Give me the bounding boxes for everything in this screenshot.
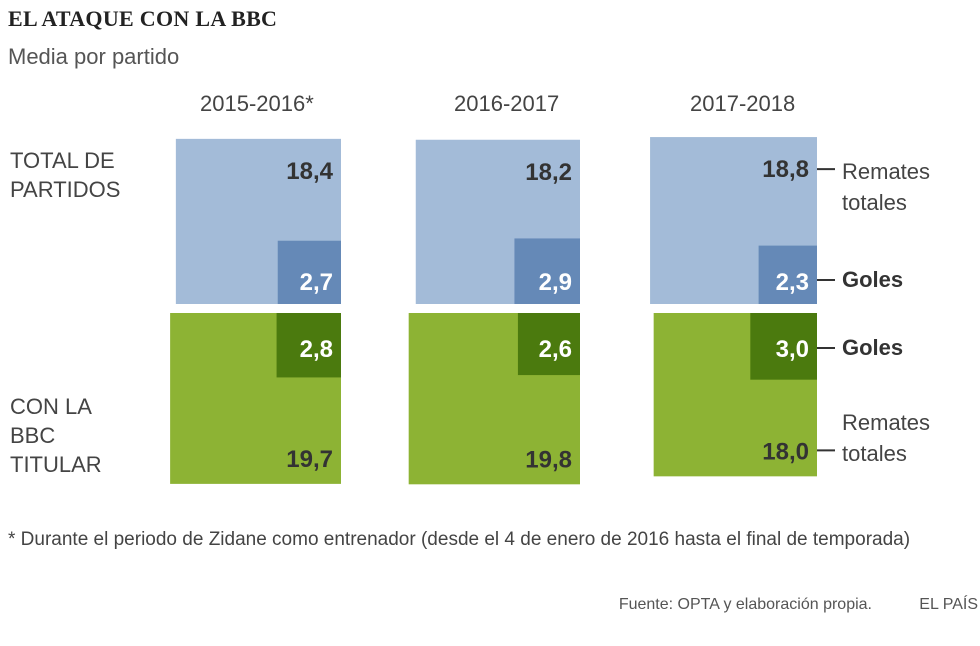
source-credit: Fuente: OPTA y elaboración propia. (618, 596, 872, 613)
total-shots-value-3: 18,8 (762, 156, 809, 183)
row-label-bbc-line3: TITULAR (10, 452, 102, 477)
total-shots-value-2: 18,2 (525, 159, 572, 186)
annotation-bottom-shots-line1: Remates (842, 410, 931, 435)
annotation-top-shots-line1: Remates (842, 159, 931, 184)
row-label-total: TOTAL DE PARTIDOS (10, 146, 120, 204)
total-goals-square-2 (514, 238, 580, 304)
row-label-total-line2: PARTIDOS (10, 177, 121, 202)
total-goals-square-3 (758, 245, 817, 304)
row-label-total-line1: TOTAL DE (10, 148, 115, 173)
annotation-bottom-shots-line2: totales (842, 441, 907, 466)
bbc-goals-square-1 (276, 313, 341, 378)
chart-title: EL ATAQUE CON LA BBC (8, 6, 278, 31)
brand-label: EL PAÍS (919, 596, 978, 613)
annotation-bottom-shots: Remates totales (842, 407, 930, 469)
bbc-shots-value-2: 19,8 (525, 446, 572, 473)
row-label-bbc-line2: BBC (10, 423, 56, 448)
total-shots-value-1: 18,4 (286, 158, 333, 185)
annotation-bottom-goals: Goles (842, 335, 904, 360)
period-label-1: 2015-2016* (200, 91, 314, 116)
bbc-goals-value-3: 3,0 (776, 336, 809, 363)
annotation-top-goals: Goles (842, 267, 904, 292)
period-label-3: 2017-2018 (690, 91, 796, 116)
annotation-top-shots: Remates totales (842, 156, 930, 218)
footnote: * Durante el periodo de Zidane como entr… (8, 529, 911, 550)
total-goals-value-3: 2,3 (776, 269, 809, 296)
bbc-goals-square-3 (750, 313, 817, 380)
bbc-shots-value-3: 18,0 (762, 438, 809, 465)
total-goals-value-1: 2,7 (300, 269, 333, 296)
period-label-2: 2016-2017 (454, 91, 560, 116)
total-goals-square-1 (277, 240, 341, 304)
row-label-bbc-line1: CON LA (10, 394, 92, 419)
row-label-bbc: CON LA BBC TITULAR (10, 392, 102, 479)
bbc-goals-value-1: 2,8 (300, 336, 333, 363)
total-goals-value-2: 2,9 (539, 269, 572, 296)
annotation-top-shots-line2: totales (842, 190, 907, 215)
bbc-shots-value-1: 19,7 (286, 446, 333, 473)
bbc-goals-square-2 (517, 313, 580, 376)
bbc-goals-value-2: 2,6 (539, 336, 572, 363)
chart-subtitle: Media por partido (8, 44, 180, 69)
